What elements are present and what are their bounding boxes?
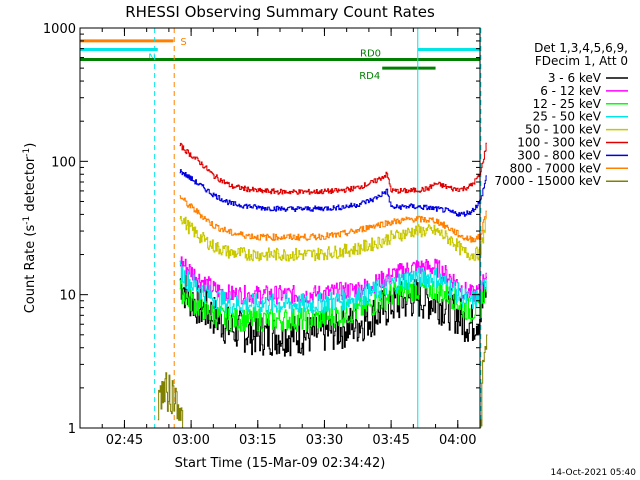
x-axis-label: Start Time (15-Mar-09 02:34:42) [175, 456, 386, 471]
series-line [179, 260, 487, 314]
y-tick-label: 100 [51, 155, 76, 170]
y-tick-label: 1 [68, 422, 76, 437]
footer-date: 14-Oct-2021 05:40 [551, 468, 637, 478]
state-bar-label: N [148, 52, 155, 63]
y-axis-label: Count Rate (s-1 detector-1) [22, 143, 38, 314]
axes: 02:45 03:00 03:15 03:30 03:45 04:00 1 10 100 1000 [43, 22, 481, 448]
count-rate-series [157, 142, 488, 429]
series-line [179, 256, 487, 305]
chart-title: RHESSI Observing Summary Count Rates [125, 3, 435, 21]
series-line [179, 142, 487, 195]
y-axis-label-sup2: -1 [22, 148, 32, 157]
legend-label: 300 - 800 keV [517, 148, 601, 162]
series-line [157, 334, 488, 429]
y-axis-label-end: ) [23, 143, 38, 148]
legend-label: 7000 - 15000 keV [494, 174, 601, 188]
state-bar-label: RD0 [360, 49, 381, 60]
legend-header-line-1: Det 1,3,4,5,6,9, [534, 41, 628, 55]
instrument-state-bars: S N RD0 RD4 [80, 37, 480, 82]
x-tick-label: 04:00 [439, 433, 476, 448]
legend-header-line-2: FDecim 1, Att 0 [535, 54, 628, 68]
series-line [179, 277, 487, 332]
series-line [179, 216, 487, 262]
y-tick-label: 1000 [43, 22, 76, 37]
y-axis-label-mid: detector [23, 156, 38, 216]
legend-label: 3 - 6 keV [548, 71, 602, 85]
y-tick-label: 10 [59, 289, 76, 304]
series-line [179, 169, 487, 217]
legend-label: 6 - 12 keV [540, 84, 602, 98]
state-bar-label: S [180, 37, 186, 48]
series-line [179, 195, 487, 243]
legend-label: 25 - 50 keV [533, 110, 602, 124]
legend-label: 100 - 300 keV [517, 136, 601, 150]
x-tick-label: 03:30 [306, 433, 343, 448]
x-tick-label: 03:45 [372, 433, 409, 448]
legend-label: 800 - 7000 keV [510, 161, 602, 175]
x-tick-label: 03:00 [172, 433, 209, 448]
legend-label: 50 - 100 keV [525, 123, 602, 137]
legend-label: 12 - 25 keV [533, 97, 602, 111]
state-bar-label: RD4 [359, 71, 380, 82]
legend: Det 1,3,4,5,6,9, FDecim 1, Att 0 3 - 6 k… [494, 41, 628, 188]
y-axis-label-main: Count Rate (s [23, 225, 38, 314]
y-axis-label-sup1: -1 [22, 216, 32, 225]
x-tick-label: 02:45 [106, 433, 143, 448]
x-tick-label: 03:15 [239, 433, 276, 448]
